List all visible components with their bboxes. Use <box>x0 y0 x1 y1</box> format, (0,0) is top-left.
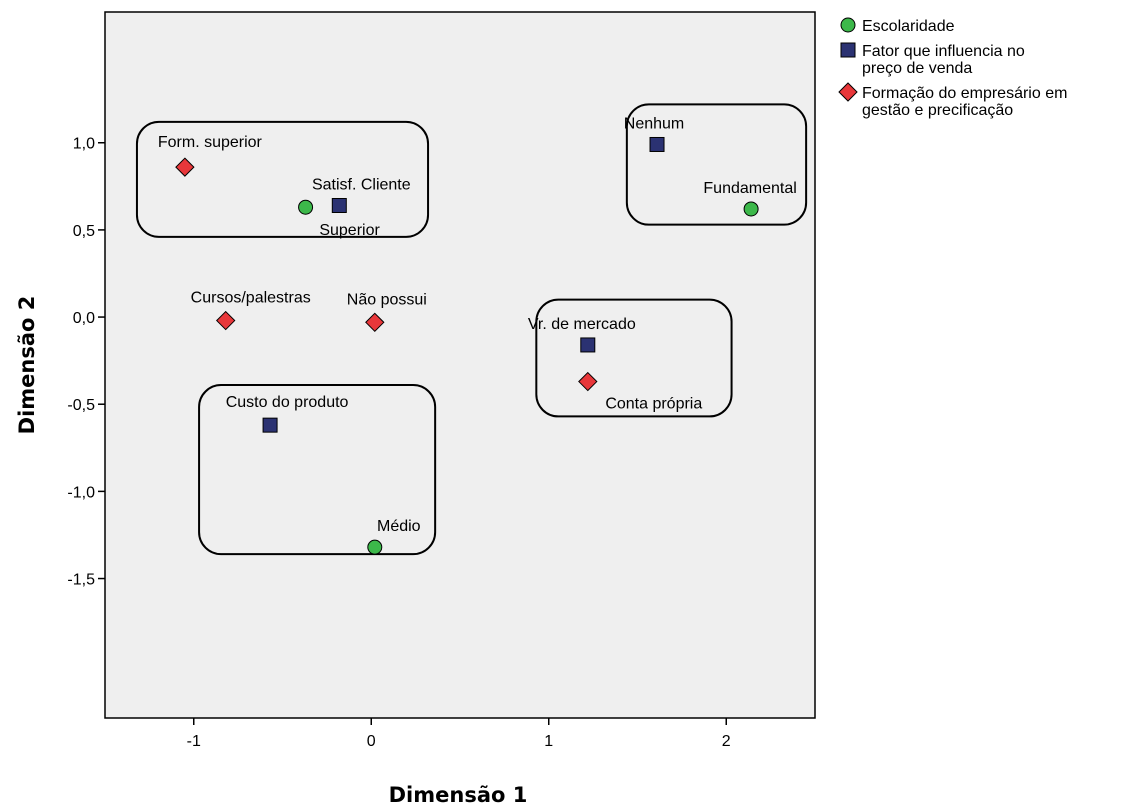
y-axis-title: Dimensão 2 <box>15 296 39 435</box>
circle-point <box>299 200 313 214</box>
x-tick-label: 0 <box>367 733 376 750</box>
point-label: Nenhum <box>624 115 684 132</box>
y-tick-label: -1,5 <box>67 572 95 589</box>
x-tick-label: -1 <box>187 733 201 750</box>
point-label: Vr. de mercado <box>528 316 636 333</box>
point-label: Conta própria <box>605 396 702 413</box>
y-tick-label: -0,5 <box>67 397 95 414</box>
legend-diamond-marker <box>839 83 857 101</box>
square-point <box>332 198 346 212</box>
point-label: Superior <box>319 222 380 239</box>
y-tick-label: -1,0 <box>67 484 95 501</box>
x-tick-label: 2 <box>722 733 731 750</box>
point-label: Satisf. Cliente <box>312 176 411 193</box>
circle-point <box>744 202 758 216</box>
square-point <box>650 137 664 151</box>
point-label: Custo do produto <box>226 394 349 411</box>
point-label: Form. superior <box>158 134 263 151</box>
circle-point <box>368 540 382 554</box>
plot-area <box>105 12 815 718</box>
legend-label: Escolaridade <box>862 18 955 35</box>
y-tick-label: 0,5 <box>73 223 95 240</box>
legend-circle-marker <box>841 18 855 32</box>
square-point <box>263 418 277 432</box>
legend: Escolaridade Fator que influencia nopreço… <box>839 18 1067 119</box>
legend-square-marker <box>841 43 855 57</box>
legend-label: Formação do empresário em <box>862 85 1067 102</box>
point-label: Médio <box>377 518 421 535</box>
x-axis-title: Dimensão 1 <box>389 783 528 806</box>
legend-label: gestão e precificação <box>862 102 1013 119</box>
legend-label: preço de venda <box>862 60 972 77</box>
square-point <box>581 338 595 352</box>
point-label: Não possui <box>347 291 427 308</box>
legend-label: Fator que influencia no <box>862 43 1025 60</box>
point-label: Cursos/palestras <box>191 290 311 307</box>
y-tick-label: 1,0 <box>73 136 95 153</box>
y-tick-label: 0,0 <box>73 310 95 327</box>
point-label: Fundamental <box>703 180 796 197</box>
x-tick-label: 1 <box>544 733 553 750</box>
